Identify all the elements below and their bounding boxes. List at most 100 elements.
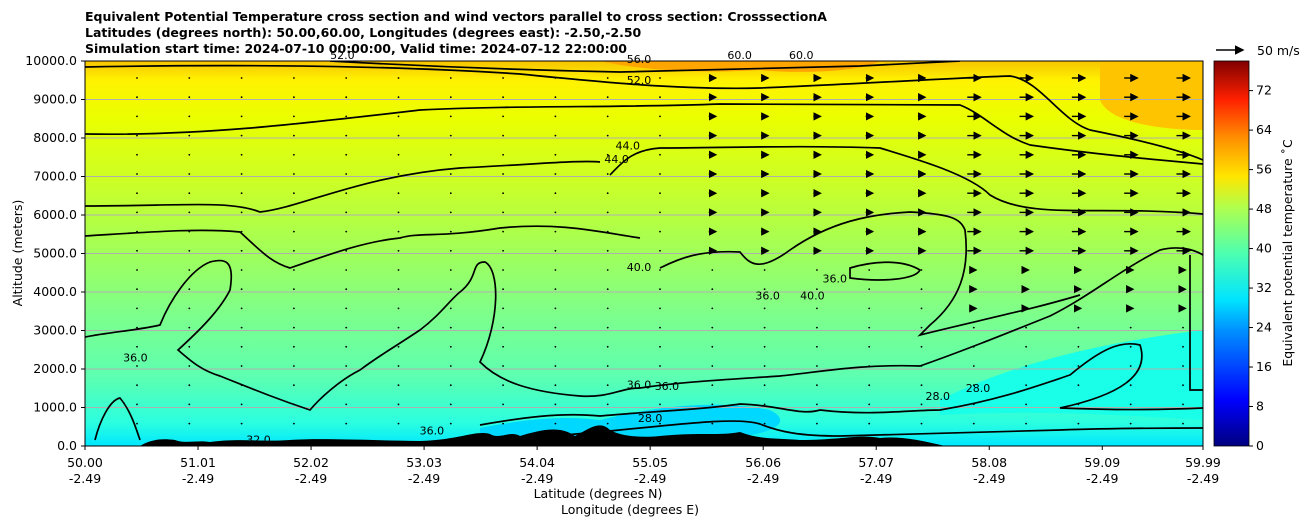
wind-vector (816, 384, 818, 387)
wind-vector (972, 326, 975, 329)
wind-vector (188, 269, 191, 271)
contour-label: 60.0 (727, 49, 752, 62)
wind-vector (659, 230, 661, 233)
x-tick-label-latitude: 57.07 (858, 455, 894, 470)
wind-vector (554, 77, 557, 79)
wind-vector (659, 345, 661, 348)
wind-vector (293, 269, 295, 271)
wind-vector (502, 345, 504, 348)
wind-vector (449, 422, 452, 425)
wind-vector (659, 134, 661, 137)
wind-vector (188, 192, 191, 195)
wind-vector (920, 345, 923, 348)
wind-vector (1077, 422, 1080, 425)
wind-vector (293, 403, 295, 406)
wind-vector (397, 173, 400, 175)
wind-vector (1182, 365, 1184, 367)
y-axis-ticks: 0.0 1000.0 2000.0 3000.0 4000.0 5000.0 6000.0 7… (25, 53, 85, 453)
wind-vector (136, 134, 138, 137)
wind-vector (1077, 365, 1080, 367)
wind-vector (868, 288, 871, 291)
chart-title-line-1: Equivalent Potential Temperature cross s… (85, 9, 827, 24)
wind-vector (1129, 403, 1132, 406)
chart-title-line-3: Simulation start time: 2024-07-10 00:00:… (85, 41, 627, 56)
wind-vector (345, 269, 348, 271)
colorbar-tick-label: 40 (1256, 241, 1272, 256)
wind-vector (240, 134, 243, 137)
wind-vector (240, 192, 243, 195)
wind-vector (240, 153, 243, 156)
wind-vector (449, 173, 452, 175)
wind-vector (240, 307, 243, 310)
wind-vector (606, 230, 609, 233)
wind-vector (606, 115, 609, 118)
wind-vector (397, 96, 400, 99)
wind-vector (554, 249, 557, 252)
wind-vector (293, 115, 295, 118)
wind-vector (136, 345, 138, 348)
contour-line-36 (849, 261, 922, 281)
wind-vector (554, 345, 557, 348)
theta-e-high-region (600, 61, 880, 72)
wind-vector (345, 211, 348, 214)
wind-vector (397, 269, 400, 271)
wind-vector (763, 403, 766, 406)
wind-vector (1077, 403, 1080, 406)
wind-vector (502, 77, 504, 79)
wind-vector (397, 403, 400, 406)
wind-vector (606, 96, 609, 99)
contour-line-36 (1189, 255, 1203, 391)
contour-label: 28.0 (638, 412, 663, 425)
wind-vector (606, 249, 609, 252)
wind-vector (816, 422, 818, 425)
wind-vector (136, 211, 138, 214)
wind-vector (293, 422, 295, 425)
wind-vector (659, 96, 661, 99)
wind-vector (136, 173, 138, 175)
x-tick-label-latitude: 55.05 (632, 455, 668, 470)
wind-vector (293, 345, 295, 348)
wind-vector (240, 96, 243, 99)
wind-vector (293, 173, 295, 175)
x-tick-label-longitude: -2.49 (973, 471, 1005, 486)
wind-vector (920, 403, 923, 406)
chart-title-line-2: Latitudes (degrees north): 50.00,60.00, … (85, 25, 642, 40)
wind-vector (920, 384, 923, 387)
wind-vector (1182, 384, 1184, 387)
colorbar-gradient (1213, 60, 1250, 447)
wind-vector (763, 365, 766, 367)
contour-line-32 (479, 342, 1203, 426)
terrain-silhouette (140, 425, 945, 446)
quiver-key: 50 m/s (1216, 43, 1300, 58)
contour-label: 40.0 (800, 290, 825, 303)
wind-vector (1077, 345, 1080, 348)
x-tick-label-latitude: 50.00 (67, 455, 103, 470)
wind-vector (868, 384, 871, 387)
wind-vector (763, 422, 766, 425)
quiver-key-label: 50 m/s (1257, 43, 1300, 58)
wind-vector (659, 365, 661, 367)
wind-vector (293, 134, 295, 137)
wind-vector (449, 77, 452, 79)
wind-vector (293, 153, 295, 156)
wind-vector (868, 365, 871, 367)
wind-vector (659, 192, 661, 195)
wind-vector (449, 134, 452, 137)
wind-vector (397, 345, 400, 348)
wind-vector (659, 115, 661, 118)
wind-vector (972, 365, 975, 367)
wind-vector (920, 288, 923, 291)
contour-line-32 (94, 397, 141, 441)
wind-vector (293, 77, 295, 79)
wind-vector (188, 211, 191, 214)
wind-vector (554, 153, 557, 156)
theta-e-low-region (940, 330, 1203, 420)
wind-vector (502, 307, 504, 310)
wind-vector (449, 115, 452, 118)
wind-vector (816, 326, 818, 329)
wind-vector (293, 249, 295, 252)
wind-vector (1182, 326, 1184, 329)
wind-vector (868, 422, 871, 425)
x-axis-label-latitude: Latitude (degrees N) (534, 486, 663, 501)
